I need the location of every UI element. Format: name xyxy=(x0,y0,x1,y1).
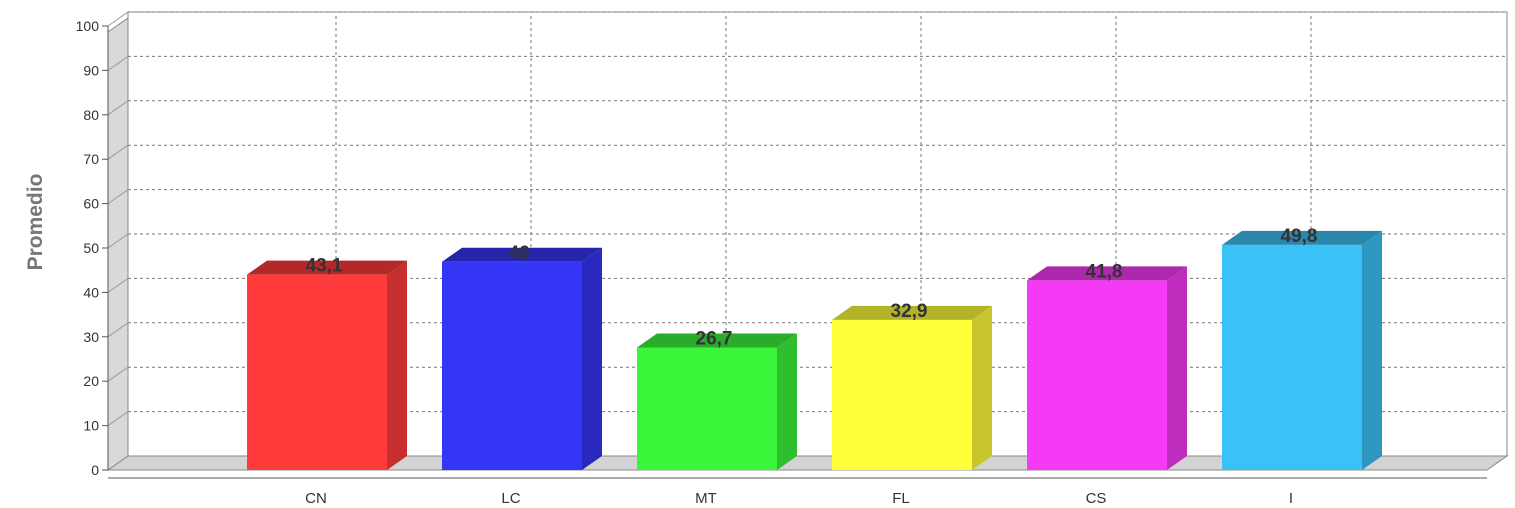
bar-top-cs xyxy=(1027,266,1187,281)
bar-top-i xyxy=(1222,230,1382,245)
grid-line-wall xyxy=(107,366,129,382)
y-tick-label: 70 xyxy=(83,151,99,167)
x-tick-label-cn: CN xyxy=(305,490,327,507)
grid-line-wall xyxy=(107,411,129,427)
data-label-fl: 32,9 xyxy=(891,301,928,322)
bar-cs xyxy=(1027,280,1167,470)
bar-side-fl xyxy=(972,305,992,470)
x-tick-label-fl: FL xyxy=(892,490,910,507)
grid-line-wall xyxy=(107,55,129,71)
bar-side-cs xyxy=(1167,266,1187,470)
bar-top-fl xyxy=(832,305,992,320)
grid-line-wall xyxy=(107,189,129,205)
bar-side-cn xyxy=(387,260,407,470)
x-tick-label-i: I xyxy=(1289,490,1293,507)
y-tick-label: 20 xyxy=(83,373,99,389)
bar-top-lc xyxy=(442,247,602,262)
grid-line-wall xyxy=(107,100,129,116)
grid-line-wall xyxy=(107,277,129,293)
y-tick-label: 80 xyxy=(83,107,99,123)
plot-left-wall xyxy=(107,17,129,471)
bar-i xyxy=(1222,244,1362,470)
y-tick-label: 40 xyxy=(83,284,99,300)
data-label-cs: 41,8 xyxy=(1086,261,1123,282)
bar-side-lc xyxy=(582,247,602,470)
bar-fl xyxy=(832,319,972,470)
x-tick-label-lc: LC xyxy=(501,490,520,507)
grid-line-wall xyxy=(107,144,129,160)
data-label-lc: 46 xyxy=(508,243,529,264)
grid-line-wall xyxy=(107,233,129,249)
data-label-cn: 43,1 xyxy=(306,256,343,277)
x-tick-label-cs: CS xyxy=(1086,490,1107,507)
bar-top-cn xyxy=(247,260,407,275)
data-label-mt: 26,7 xyxy=(696,328,733,349)
y-tick-label: 90 xyxy=(83,62,99,78)
data-label-i: 49,8 xyxy=(1281,226,1318,247)
bar-lc xyxy=(442,261,582,470)
y-axis-label: Promedio xyxy=(24,174,47,271)
y-tick-label: 50 xyxy=(83,240,99,256)
x-tick-label-mt: MT xyxy=(695,490,717,507)
y-tick-label: 30 xyxy=(83,329,99,345)
y-tick-label: 0 xyxy=(91,462,99,478)
bar-side-i xyxy=(1362,230,1382,470)
y-tick-label: 10 xyxy=(83,418,99,434)
y-tick-label: 60 xyxy=(83,196,99,212)
grid-line-wall xyxy=(107,322,129,338)
grid-line-wall xyxy=(107,11,129,27)
y-tick-label: 100 xyxy=(76,18,100,34)
bar-top-mt xyxy=(637,333,797,348)
bar-side-mt xyxy=(777,333,797,470)
bar-cn xyxy=(247,274,387,470)
bar-mt xyxy=(637,347,777,470)
